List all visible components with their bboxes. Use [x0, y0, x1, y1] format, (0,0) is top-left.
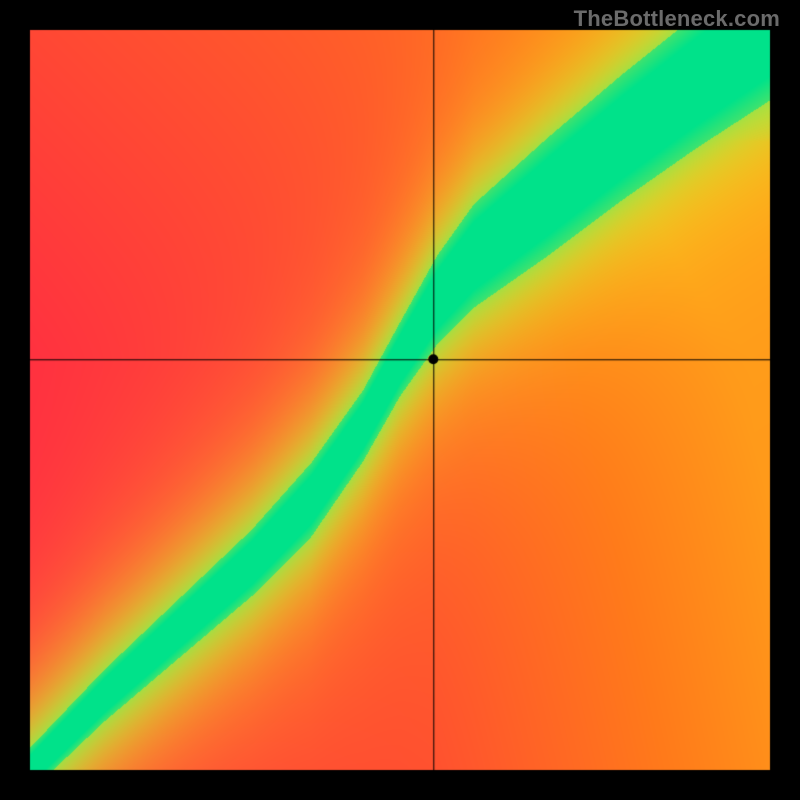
bottleneck-heatmap [0, 0, 800, 800]
watermark-text: TheBottleneck.com [574, 6, 780, 32]
